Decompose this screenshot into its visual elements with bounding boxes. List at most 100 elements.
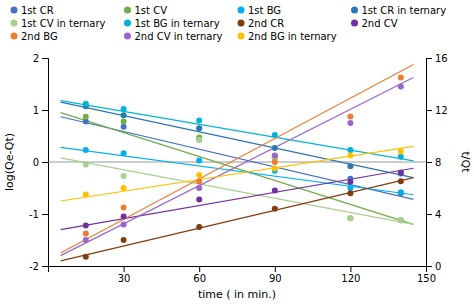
point [83, 192, 89, 198]
x-axis-title: time ( in min.) [198, 288, 276, 301]
y2-axis-title: t/Qt [459, 152, 472, 174]
axis-line [49, 267, 427, 273]
plot-area [48, 65, 426, 261]
trend-line [61, 146, 414, 201]
tick: 120 [341, 266, 360, 284]
tick-label: -1 [29, 209, 39, 220]
tick-label: 16 [435, 53, 448, 64]
series [83, 101, 404, 160]
y2-axis: 0 4 8 12 16 [426, 53, 448, 272]
tick-mark [42, 266, 48, 267]
tick-label: 2 [33, 53, 39, 64]
point [121, 173, 127, 179]
axis-line [427, 59, 433, 267]
legend-swatch [11, 20, 18, 27]
legend-swatch [124, 20, 131, 27]
legend-swatch [11, 7, 18, 14]
legend-item: 1st BG [238, 5, 282, 16]
point [196, 196, 202, 202]
chart: 306090120150-2-10120481216time ( in min.… [0, 0, 474, 304]
point [121, 106, 127, 112]
trend-line [61, 168, 414, 229]
tick: -1 [29, 209, 48, 220]
legend-swatch [124, 7, 131, 14]
legend: 1st CR 1st CV 1st BG 1st CR in ternary 1st C… [11, 5, 447, 42]
legend-item: 1st CV in ternary [11, 18, 106, 29]
point [272, 159, 278, 165]
tick-mark [124, 266, 125, 272]
tick: 90 [269, 266, 282, 284]
legend-label: 1st BG [248, 5, 281, 16]
reference-line [48, 162, 426, 163]
tick-label: 0 [435, 261, 441, 272]
legend-item: 1st BG in ternary [124, 18, 220, 29]
legend-item: 1st CR [11, 5, 54, 16]
point [83, 101, 89, 107]
legend-item: 2nd BG [11, 31, 58, 42]
point [83, 162, 89, 168]
point [272, 188, 278, 194]
point [398, 75, 404, 81]
legend-item: 2nd BG in ternary [238, 31, 337, 42]
point [347, 153, 353, 159]
legend-item: 1st CR in ternary [351, 5, 446, 16]
point [121, 112, 127, 118]
tick-label: 1 [33, 105, 39, 116]
point [121, 214, 127, 220]
series [83, 178, 404, 259]
point [121, 205, 127, 211]
point [83, 254, 89, 260]
point [398, 169, 404, 175]
point [83, 114, 89, 120]
series [83, 149, 404, 198]
legend-swatch [124, 33, 131, 40]
tick-label: 0 [33, 157, 39, 168]
point [121, 118, 127, 124]
point [398, 178, 404, 184]
point [121, 124, 127, 130]
tick-mark [42, 214, 48, 215]
tick-label: 4 [435, 209, 441, 220]
point [347, 114, 353, 120]
tick-mark [426, 266, 432, 267]
legend-label: 1st CV [135, 5, 168, 16]
y-axis: -2-1012 [29, 53, 48, 272]
legend-swatch [351, 7, 358, 14]
point [272, 132, 278, 138]
tick-mark [42, 110, 48, 111]
point [121, 150, 127, 156]
trend-line [61, 178, 414, 261]
point [398, 149, 404, 155]
series [83, 118, 404, 196]
legend-swatch [238, 20, 245, 27]
tick: 8 [426, 157, 441, 168]
point [347, 179, 353, 185]
tick: 4 [426, 209, 441, 220]
series [83, 137, 404, 224]
legend-label: 2nd BG in ternary [248, 31, 337, 42]
tick-mark [275, 266, 276, 272]
point [196, 125, 202, 131]
point [347, 147, 353, 153]
tick-mark [42, 162, 48, 163]
tick: 60 [193, 266, 206, 284]
point [196, 185, 202, 191]
legend-label: 2nd CR [248, 18, 284, 29]
tick-label: 150 [417, 273, 436, 284]
series [83, 169, 404, 228]
legend-swatch [238, 33, 245, 40]
point [347, 215, 353, 221]
point [121, 237, 127, 243]
tick-label: 90 [269, 273, 282, 284]
tick: 12 [426, 105, 448, 116]
trend-line [61, 78, 414, 256]
series [83, 147, 404, 195]
legend-swatch [238, 7, 245, 14]
point [347, 215, 353, 221]
series [83, 114, 404, 223]
series [83, 75, 404, 237]
trend-line [61, 65, 414, 254]
point [272, 145, 278, 151]
legend-swatch [351, 20, 358, 27]
point [83, 147, 89, 153]
